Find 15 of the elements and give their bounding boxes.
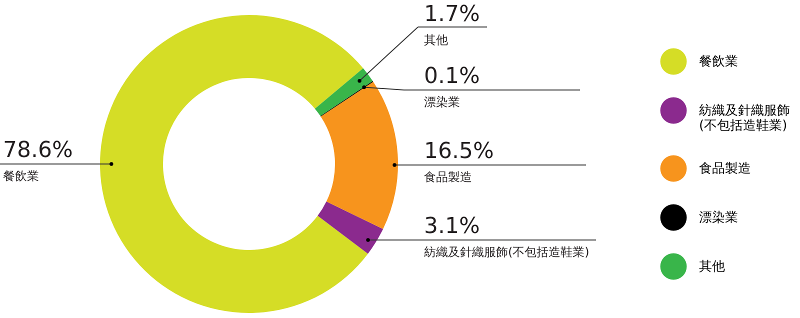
data-label: 1.7% [424,2,480,27]
slice-label: 紡織及針織服飾(不包括造鞋業) [424,245,590,259]
slice-label: 漂染業 [424,95,460,109]
legend-label: 食品製造 [699,162,751,176]
legend-label: 其他 [699,260,725,274]
legend-label: 漂染業 [699,210,738,226]
data-label: 78.6% [3,138,73,163]
slice-label: 食品製造 [424,170,472,184]
data-label: 16.5% [424,139,494,164]
slice-label: 餐飲業 [3,169,39,183]
data-label: 0.1% [424,64,480,89]
legend-label: 紡織及針織服飾(不包括造鞋業) [699,104,790,134]
data-label: 3.1% [424,214,480,239]
slice-label: 其他 [424,33,448,47]
legend-label: 餐飲業 [699,54,738,70]
